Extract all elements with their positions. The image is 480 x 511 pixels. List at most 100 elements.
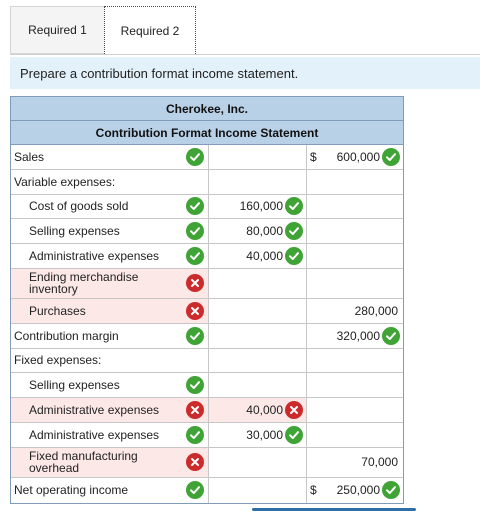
amount-input[interactable]: 160,000 (209, 194, 307, 219)
row-label-select[interactable]: Net operating income (11, 477, 209, 503)
amount-input[interactable] (209, 268, 307, 298)
total-input[interactable]: $600,000 (307, 145, 403, 169)
total-input[interactable]: 320,000 (307, 324, 403, 348)
check-icon (382, 326, 400, 345)
check-icon (382, 481, 400, 500)
statement-row: Administrative expenses 40,000 (11, 398, 403, 423)
total-input[interactable] (307, 423, 403, 447)
row-label-select[interactable]: Contribution margin (11, 323, 209, 348)
instruction-banner: Prepare a contribution format income sta… (10, 57, 480, 89)
statement-row: Fixed manufacturing overhead 70,000 (11, 447, 403, 478)
row-label-text: Selling expenses (29, 378, 120, 393)
check-icon (186, 326, 204, 345)
total-value: 600,000 (336, 149, 380, 164)
statement-rows: Sales $600,000 Variable expenses: Cost of g… (11, 145, 403, 503)
row-label-text: Purchases (29, 303, 86, 318)
tab-required-1[interactable]: Required 1 (10, 6, 104, 54)
row-label-select[interactable]: Variable expenses: (11, 169, 209, 194)
row-label-text: Sales (14, 149, 45, 164)
tab-required-2[interactable]: Required 2 (104, 6, 196, 54)
amount-input[interactable]: 40,000 (209, 398, 307, 422)
row-label-select[interactable]: Administrative expenses (11, 398, 209, 422)
row-label-text: Administrative expenses (29, 249, 160, 264)
amount-input[interactable]: 40,000 (209, 244, 307, 268)
row-label-text: Selling expenses (29, 224, 120, 239)
x-icon (186, 453, 204, 472)
check-icon (285, 222, 303, 241)
total-input[interactable] (307, 244, 403, 268)
statement-row: Sales $600,000 (11, 145, 403, 170)
statement-row: Net operating income $250,000 (11, 477, 403, 503)
x-icon (186, 401, 204, 420)
total-input[interactable] (307, 349, 403, 373)
amount-value: 40,000 (246, 249, 283, 264)
row-label-text: Variable expenses: (14, 174, 116, 189)
statement-row: Cost of goods sold 160,000 (11, 194, 403, 220)
check-icon (186, 425, 204, 444)
x-icon (186, 301, 204, 320)
row-label-select[interactable]: Administrative expenses (11, 422, 209, 447)
amount-input[interactable] (209, 145, 307, 169)
tab-divider (10, 54, 480, 55)
dollar-sign: $ (310, 149, 317, 164)
statement-row: Purchases 280,000 (11, 298, 403, 324)
row-label-select[interactable]: Selling expenses (11, 373, 209, 398)
row-label-select[interactable]: Ending merchandise inventory (11, 268, 209, 298)
check-icon (285, 425, 303, 444)
row-label-select[interactable]: Fixed expenses: (11, 348, 209, 373)
check-icon (186, 481, 204, 500)
total-input[interactable]: $250,000 (307, 478, 403, 503)
row-label-select[interactable]: Cost of goods sold (11, 194, 209, 219)
check-icon (186, 222, 204, 241)
statement-row: Administrative expenses 40,000 (11, 244, 403, 269)
amount-input[interactable] (209, 298, 307, 323)
statement-row: Fixed expenses: (11, 348, 403, 374)
statement-row: Ending merchandise inventory (11, 268, 403, 299)
row-label-text: Cost of goods sold (29, 199, 129, 214)
total-input[interactable] (307, 398, 403, 422)
amount-input[interactable] (209, 447, 307, 477)
total-input[interactable] (307, 195, 403, 219)
statement-row: Selling expenses (11, 373, 403, 399)
x-icon (285, 401, 303, 420)
amount-input[interactable] (209, 169, 307, 194)
check-icon (186, 197, 204, 216)
amount-value: 160,000 (239, 199, 283, 214)
statement-row: Variable expenses: (11, 169, 403, 195)
row-label-select[interactable]: Selling expenses (11, 219, 209, 244)
tab-bar: Required 1 Required 2 (10, 6, 196, 54)
amount-input[interactable] (209, 477, 307, 503)
statement-title: Contribution Format Income Statement (11, 121, 403, 145)
amount-input[interactable] (209, 323, 307, 348)
row-label-text: Administrative expenses (29, 403, 160, 418)
row-label-text: Administrative expenses (29, 427, 160, 442)
total-input[interactable] (307, 219, 403, 243)
amount-input[interactable]: 80,000 (209, 219, 307, 244)
total-value: 320,000 (336, 328, 380, 343)
row-label-text: Fixed expenses: (14, 353, 102, 368)
scroll-indicator (252, 508, 416, 511)
amount-input[interactable] (209, 373, 307, 398)
row-label-text: Contribution margin (14, 328, 119, 343)
row-label-select[interactable]: Purchases (11, 298, 209, 323)
x-icon (186, 274, 204, 293)
row-label-select[interactable]: Sales (11, 145, 209, 169)
row-label-text: Fixed manufacturing overhead (29, 449, 138, 476)
income-statement-table: Cherokee, Inc. Contribution Format Incom… (10, 96, 404, 504)
total-input[interactable]: 70,000 (307, 448, 403, 477)
row-label-select[interactable]: Administrative expenses (11, 244, 209, 268)
total-input[interactable] (307, 269, 403, 298)
amount-value: 40,000 (246, 403, 283, 418)
amount-input[interactable]: 30,000 (209, 422, 307, 447)
dollar-sign: $ (310, 483, 317, 498)
amount-value: 80,000 (246, 224, 283, 239)
amount-input[interactable] (209, 348, 307, 373)
total-input[interactable] (307, 373, 403, 397)
total-input[interactable]: 280,000 (307, 299, 403, 323)
row-label-text: Ending merchandise inventory (29, 270, 139, 297)
statement-row: Administrative expenses 30,000 (11, 422, 403, 448)
company-name: Cherokee, Inc. (11, 97, 403, 121)
row-label-select[interactable]: Fixed manufacturing overhead (11, 447, 209, 477)
total-input[interactable] (307, 170, 403, 194)
check-icon (186, 247, 204, 266)
